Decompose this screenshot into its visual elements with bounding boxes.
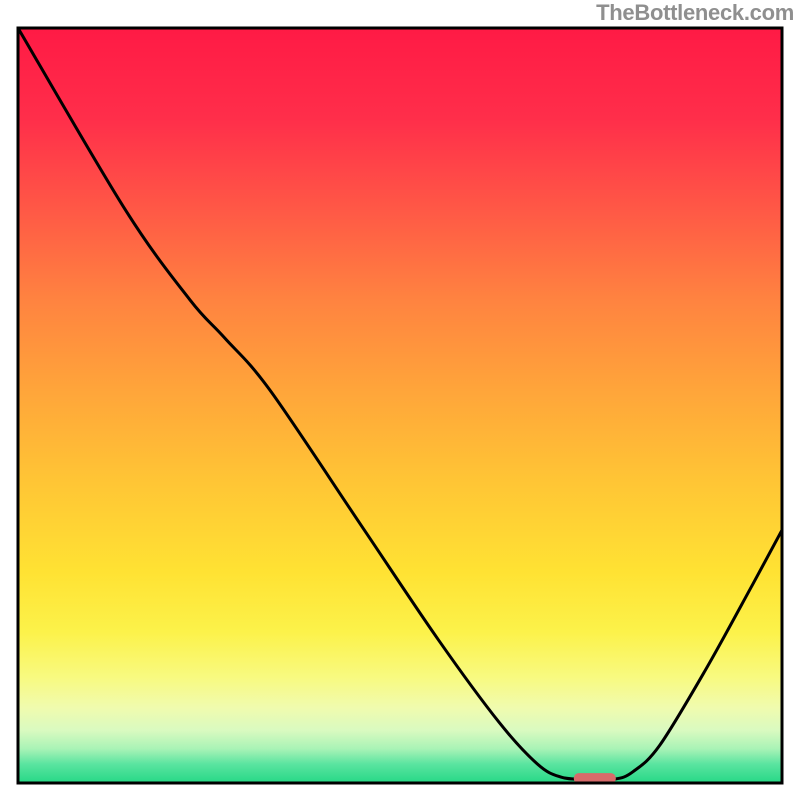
bottleneck-chart: TheBottleneck.com [0,0,800,800]
chart-svg [0,0,800,800]
plot-background [18,28,782,783]
watermark-text: TheBottleneck.com [596,0,794,26]
